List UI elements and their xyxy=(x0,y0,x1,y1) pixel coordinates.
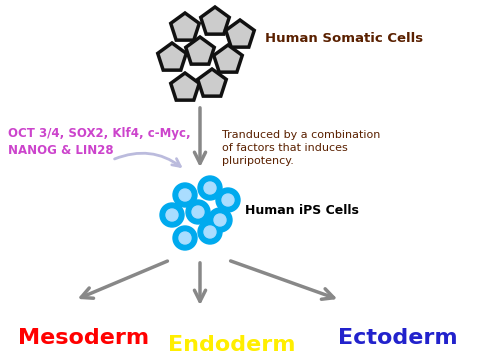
Circle shape xyxy=(173,226,197,250)
Polygon shape xyxy=(198,69,226,96)
Text: Tranduced by a combination
of factors that induces
pluripotency.: Tranduced by a combination of factors th… xyxy=(222,130,380,166)
Circle shape xyxy=(204,182,216,194)
Circle shape xyxy=(198,176,222,200)
Polygon shape xyxy=(171,73,199,100)
Circle shape xyxy=(204,226,216,238)
Circle shape xyxy=(179,189,191,201)
Text: Mesoderm: Mesoderm xyxy=(18,328,149,348)
Circle shape xyxy=(222,194,234,206)
Circle shape xyxy=(186,200,210,224)
Circle shape xyxy=(166,209,178,221)
Polygon shape xyxy=(186,37,214,64)
Polygon shape xyxy=(214,45,242,72)
Circle shape xyxy=(216,188,240,212)
Circle shape xyxy=(198,220,222,244)
Text: OCT 3/4, SOX2, Klf4, c-Myc,
NANOG & LIN28: OCT 3/4, SOX2, Klf4, c-Myc, NANOG & LIN2… xyxy=(8,127,191,157)
Circle shape xyxy=(173,183,197,207)
Polygon shape xyxy=(226,20,254,47)
Polygon shape xyxy=(171,13,199,40)
Polygon shape xyxy=(158,43,186,70)
Polygon shape xyxy=(201,7,229,34)
Text: Ectoderm: Ectoderm xyxy=(338,328,457,348)
Circle shape xyxy=(208,208,232,232)
Circle shape xyxy=(179,232,191,244)
Text: Endoderm: Endoderm xyxy=(168,335,295,355)
FancyArrowPatch shape xyxy=(115,153,180,166)
Circle shape xyxy=(160,203,184,227)
Text: Human iPS Cells: Human iPS Cells xyxy=(245,204,359,217)
Circle shape xyxy=(214,214,226,226)
Text: Human Somatic Cells: Human Somatic Cells xyxy=(265,31,423,44)
Circle shape xyxy=(192,206,204,218)
